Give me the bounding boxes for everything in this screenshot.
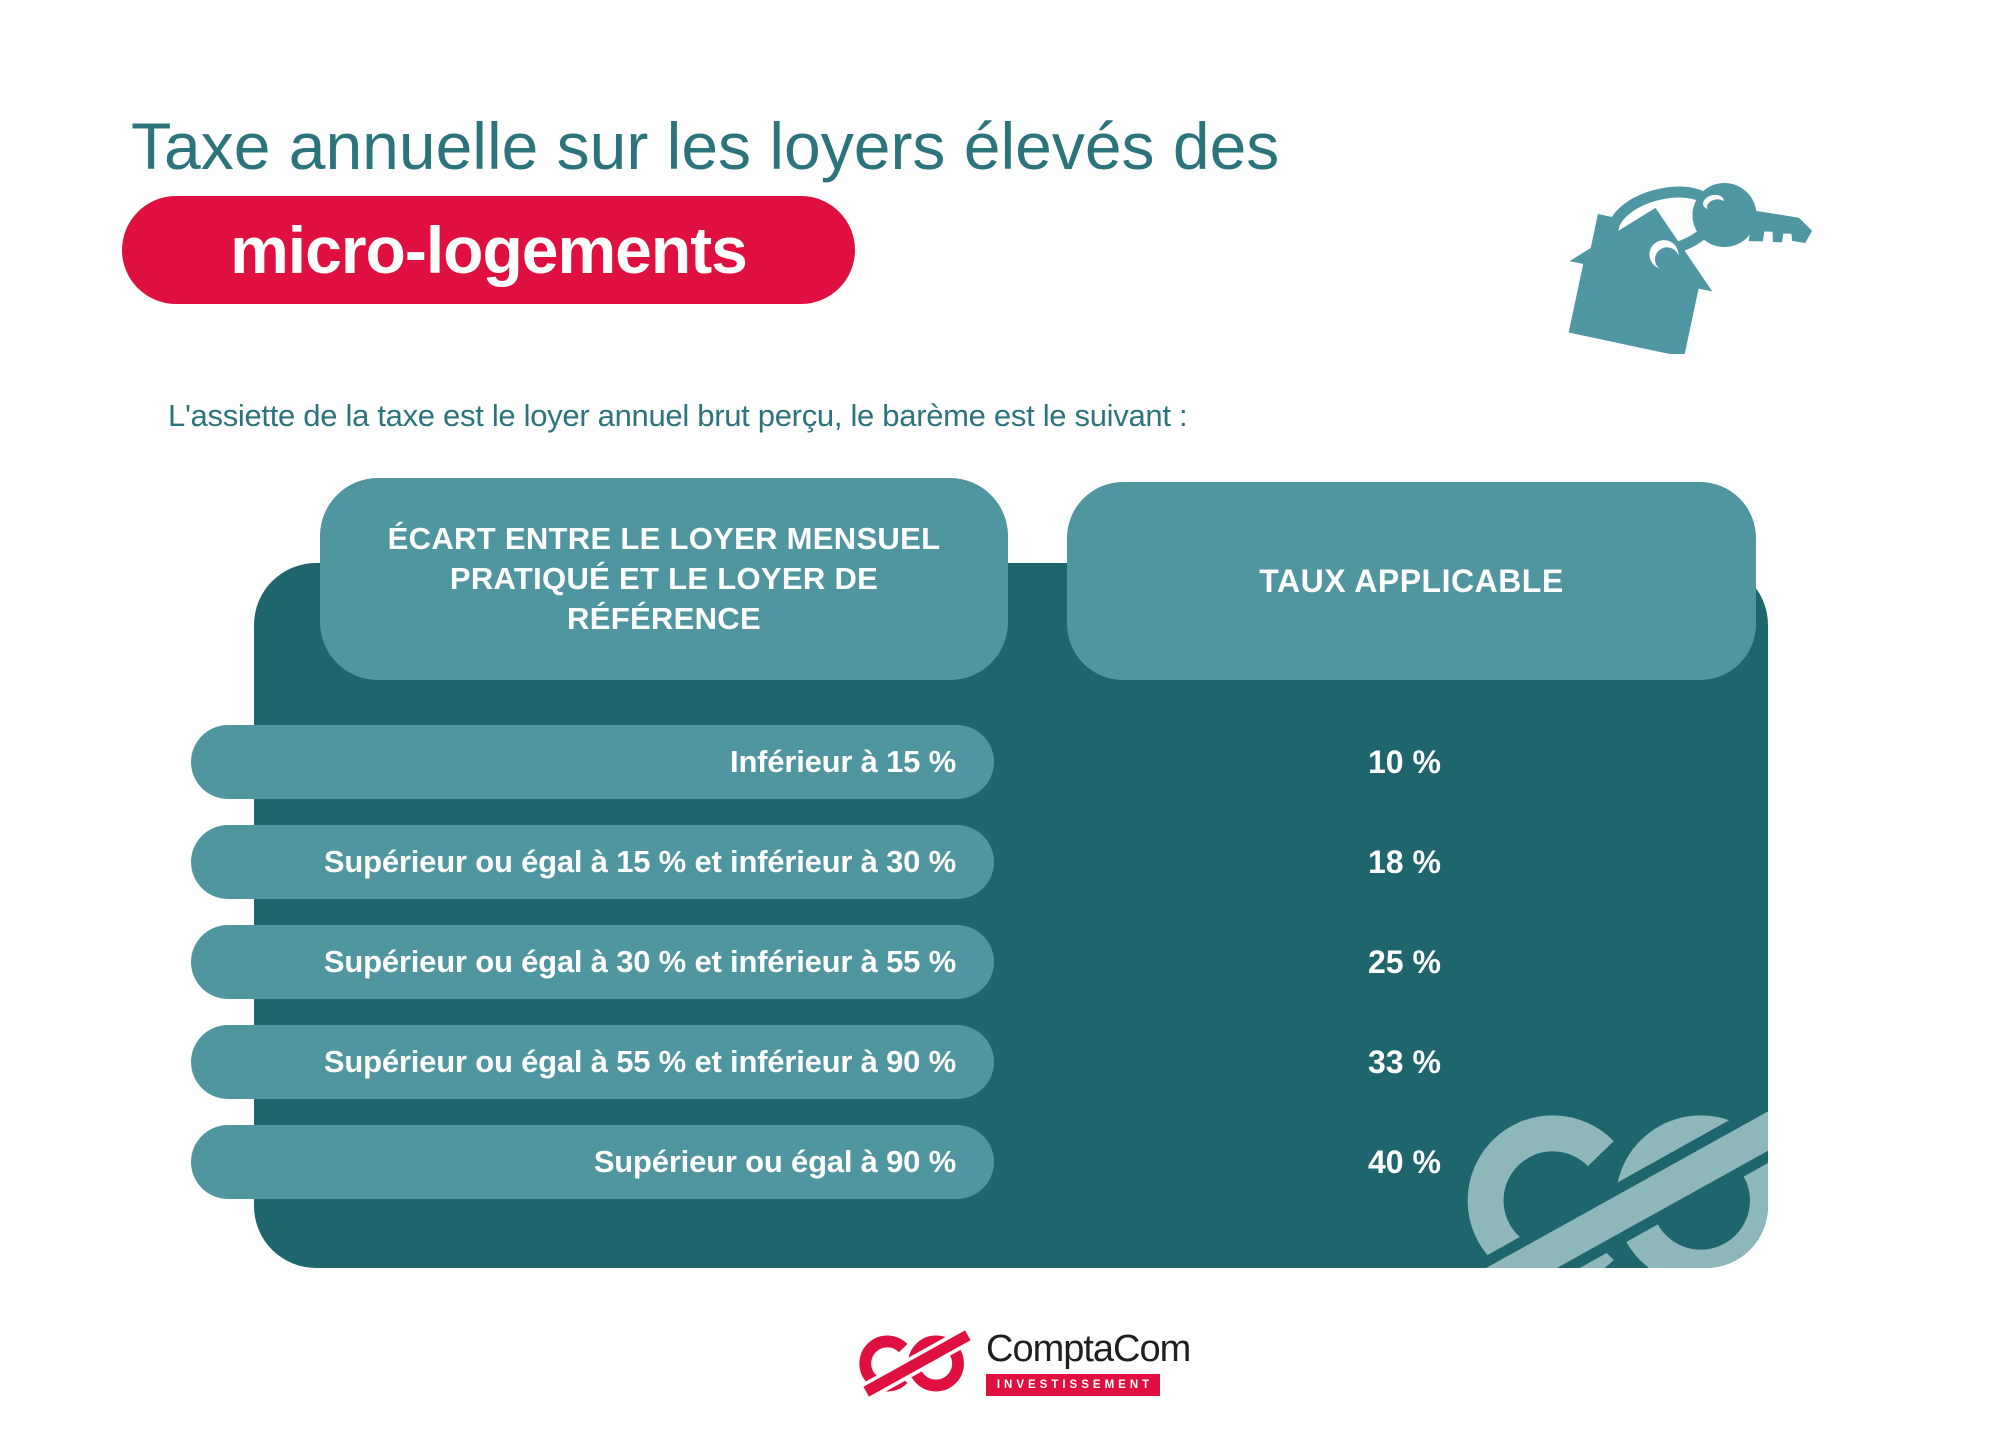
- title-highlight-label: micro-logements: [230, 213, 748, 287]
- table-row-taux-5: 40 %: [1368, 1144, 1441, 1180]
- row-ecart-label: Supérieur ou égal à 30 % et inférieur à …: [323, 944, 956, 979]
- table-row-taux-4: 33 %: [1368, 1044, 1441, 1080]
- title-highlight-pill: micro-logements: [122, 196, 855, 304]
- column-header-ecart-label: ÉCART ENTRE LE LOYER MENSUEL PRATIQUÉ ET…: [387, 521, 941, 636]
- comptacom-infinity-watermark: [1467, 1099, 1768, 1268]
- page-title: Taxe annuelle sur les loyers élevés des: [131, 109, 1280, 183]
- table-row-ecart-1: Inférieur à 15 %: [191, 725, 994, 799]
- table-row-taux-2: 18 %: [1368, 844, 1441, 880]
- intro-text: L'assiette de la taxe est le loyer annue…: [168, 398, 1188, 433]
- footer-division-bar: INVESTISSEMENT: [986, 1374, 1160, 1396]
- table-row-ecart-2: Supérieur ou égal à 15 % et inférieur à …: [191, 825, 994, 899]
- table-row-taux-3: 25 %: [1368, 944, 1441, 980]
- table-row-taux-1: 10 %: [1368, 744, 1441, 780]
- column-header-taux: TAUX APPLICABLE: [1067, 482, 1756, 680]
- row-ecart-label: Supérieur ou égal à 90 %: [593, 1144, 956, 1179]
- house-with-key-icon: [1568, 183, 1813, 354]
- comptacom-infinity-logo: [859, 1330, 971, 1397]
- footer-division-label: INVESTISSEMENT: [996, 1379, 1154, 1391]
- row-ecart-label: Inférieur à 15 %: [730, 744, 956, 779]
- table-row-ecart-5: Supérieur ou égal à 90 %: [191, 1125, 994, 1199]
- column-header-ecart: ÉCART ENTRE LE LOYER MENSUEL PRATIQUÉ ET…: [320, 478, 1008, 680]
- table-row-ecart-3: Supérieur ou égal à 30 % et inférieur à …: [191, 925, 994, 999]
- table-row-ecart-4: Supérieur ou égal à 55 % et inférieur à …: [191, 1025, 994, 1099]
- footer-brand-name: ComptaCom: [986, 1328, 1191, 1370]
- row-ecart-label: Supérieur ou égal à 55 % et inférieur à …: [323, 1044, 956, 1079]
- column-header-taux-label: TAUX APPLICABLE: [1259, 562, 1564, 599]
- row-ecart-label: Supérieur ou égal à 15 % et inférieur à …: [323, 844, 956, 879]
